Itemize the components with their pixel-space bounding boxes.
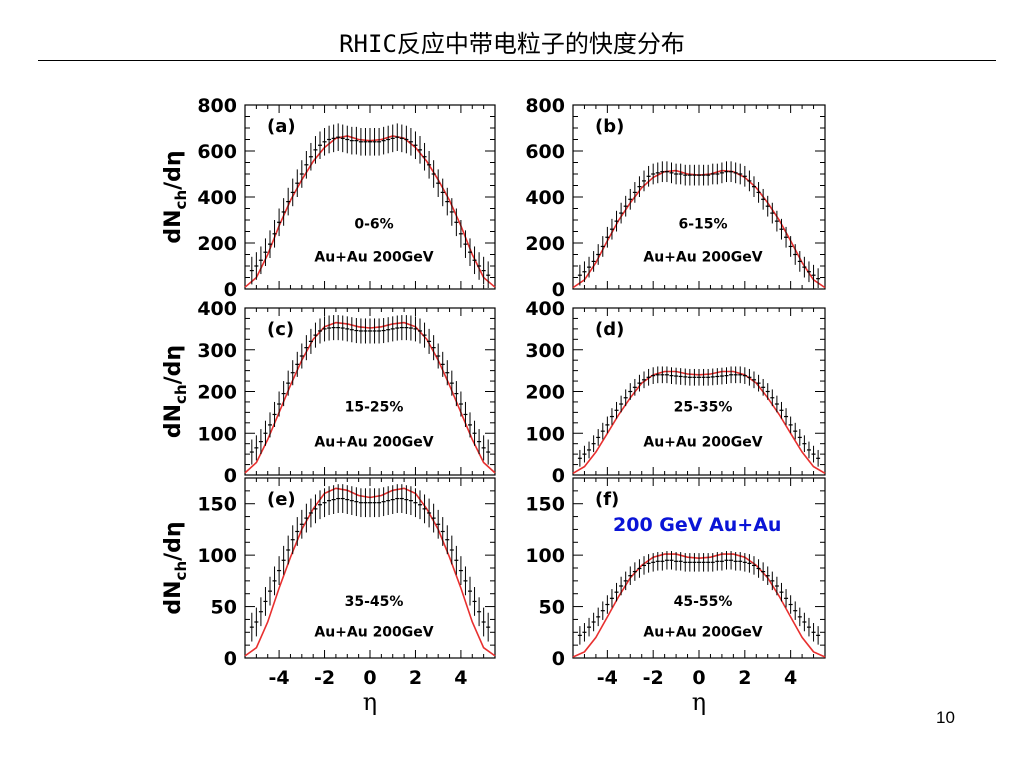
y-tick-label: 200 bbox=[525, 382, 565, 404]
y-axis-label-tail: /dη bbox=[161, 345, 186, 384]
system-label: Au+Au 200GeV bbox=[643, 435, 762, 451]
y-tick-label: 400 bbox=[197, 187, 237, 209]
x-tick-label: 0 bbox=[363, 667, 376, 689]
x-tick-label: -4 bbox=[597, 667, 618, 689]
x-tick-label: 0 bbox=[692, 667, 705, 689]
y-tick-label: 0 bbox=[552, 279, 565, 301]
y-tick-label: 100 bbox=[525, 423, 565, 445]
panel-b: 0 200 400 600 800 (b) 6-15% Au+Au 200GeV bbox=[525, 95, 826, 301]
y-tick-label: 0 bbox=[224, 279, 237, 301]
x-axis-label: η bbox=[363, 688, 377, 716]
y-tick-label: 200 bbox=[197, 233, 237, 255]
system-label: Au+Au 200GeV bbox=[643, 249, 762, 265]
y-tick-label: 100 bbox=[525, 545, 565, 567]
centrality-label: 0-6% bbox=[354, 216, 393, 232]
y-axis-label: dNch/dη bbox=[161, 521, 190, 614]
x-tick-label: -4 bbox=[269, 667, 290, 689]
panel-label: (c) bbox=[267, 319, 294, 340]
x-tick-label: 2 bbox=[409, 667, 422, 689]
slide-title: RHIC反应中带电粒子的快度分布 bbox=[339, 30, 685, 58]
y-tick-label: 300 bbox=[525, 340, 565, 362]
x-tick-label: -2 bbox=[643, 667, 664, 689]
x-tick-label: 2 bbox=[738, 667, 751, 689]
centrality-label: 45-55% bbox=[674, 594, 733, 610]
x-tick-label: -2 bbox=[314, 667, 335, 689]
y-tick-label: 400 bbox=[525, 187, 565, 209]
y-tick-label: 400 bbox=[525, 298, 565, 320]
y-axis-label: dNch/dη bbox=[161, 345, 190, 438]
panel-label: (e) bbox=[267, 489, 296, 510]
x-tick-label: 4 bbox=[454, 667, 467, 689]
y-tick-label: 800 bbox=[197, 95, 237, 117]
panel-label: (b) bbox=[595, 116, 624, 137]
y-axis-label-tail: /dη bbox=[161, 521, 186, 560]
panel-c: 0 100 200 300 400 dNch/dη (c) 15-25% Au+Au 200Ge… bbox=[161, 298, 496, 487]
y-axis-label: dNch/dη bbox=[161, 150, 190, 243]
centrality-label: 15-25% bbox=[345, 400, 404, 416]
centrality-label: 25-35% bbox=[674, 400, 733, 416]
panel-f: 0 50 100 150 -4 -2 0 2 4 η (f) 45-55% Au+Au 200GeV 20… bbox=[525, 477, 826, 716]
system-label: Au+Au 200GeV bbox=[314, 624, 433, 640]
x-tick-label: 4 bbox=[784, 667, 797, 689]
y-axis-label-sub: ch bbox=[172, 384, 190, 404]
panel-label: (f) bbox=[595, 489, 619, 510]
y-tick-label: 300 bbox=[197, 340, 237, 362]
y-tick-label: 200 bbox=[525, 233, 565, 255]
y-tick-label: 50 bbox=[539, 597, 565, 619]
y-axis-label-sub: ch bbox=[172, 561, 190, 581]
y-tick-label: 400 bbox=[197, 298, 237, 320]
y-tick-label: 0 bbox=[224, 648, 237, 670]
y-tick-label: 200 bbox=[197, 382, 237, 404]
y-tick-label: 100 bbox=[197, 545, 237, 567]
system-label: Au+Au 200GeV bbox=[314, 435, 433, 451]
y-tick-label: 600 bbox=[197, 141, 237, 163]
centrality-label: 6-15% bbox=[678, 216, 727, 232]
y-axis-label-main: dN bbox=[161, 580, 186, 614]
title-divider bbox=[38, 60, 996, 61]
y-axis-label-main: dN bbox=[161, 404, 186, 438]
panel-a: 0 200 400 600 800 dNch/dη (a) 0-6% Au+Au 200GeV bbox=[161, 95, 496, 301]
model-curve bbox=[572, 370, 826, 474]
panel-label: (a) bbox=[267, 116, 296, 137]
y-tick-label: 0 bbox=[552, 648, 565, 670]
y-tick-label: 100 bbox=[197, 423, 237, 445]
y-axis-label-main: dN bbox=[161, 209, 186, 243]
y-tick-label: 800 bbox=[525, 95, 565, 117]
x-axis-label: η bbox=[692, 688, 706, 716]
panel-e: 0 50 100 150 -4 -2 0 2 4 η dNch/dη (e) 35-45% Au+Au 2… bbox=[161, 477, 496, 716]
system-label: Au+Au 200GeV bbox=[314, 249, 433, 265]
y-tick-label: 600 bbox=[525, 141, 565, 163]
y-tick-label: 0 bbox=[224, 465, 237, 487]
y-tick-label: 0 bbox=[552, 465, 565, 487]
panel-d: 0 100 200 300 400 (d) 25-35% Au+Au 200GeV bbox=[525, 298, 826, 487]
centrality-label: 35-45% bbox=[345, 594, 404, 610]
y-tick-label: 50 bbox=[211, 597, 237, 619]
y-axis-label-tail: /dη bbox=[161, 150, 186, 189]
system-label: Au+Au 200GeV bbox=[643, 624, 762, 640]
highlight-label: 200 GeV Au+Au bbox=[613, 514, 781, 536]
y-axis-label-sub: ch bbox=[172, 190, 190, 210]
y-tick-label: 150 bbox=[525, 494, 565, 516]
page-number: 10 bbox=[936, 708, 955, 727]
panel-label: (d) bbox=[595, 319, 624, 340]
y-tick-label: 150 bbox=[197, 494, 237, 516]
